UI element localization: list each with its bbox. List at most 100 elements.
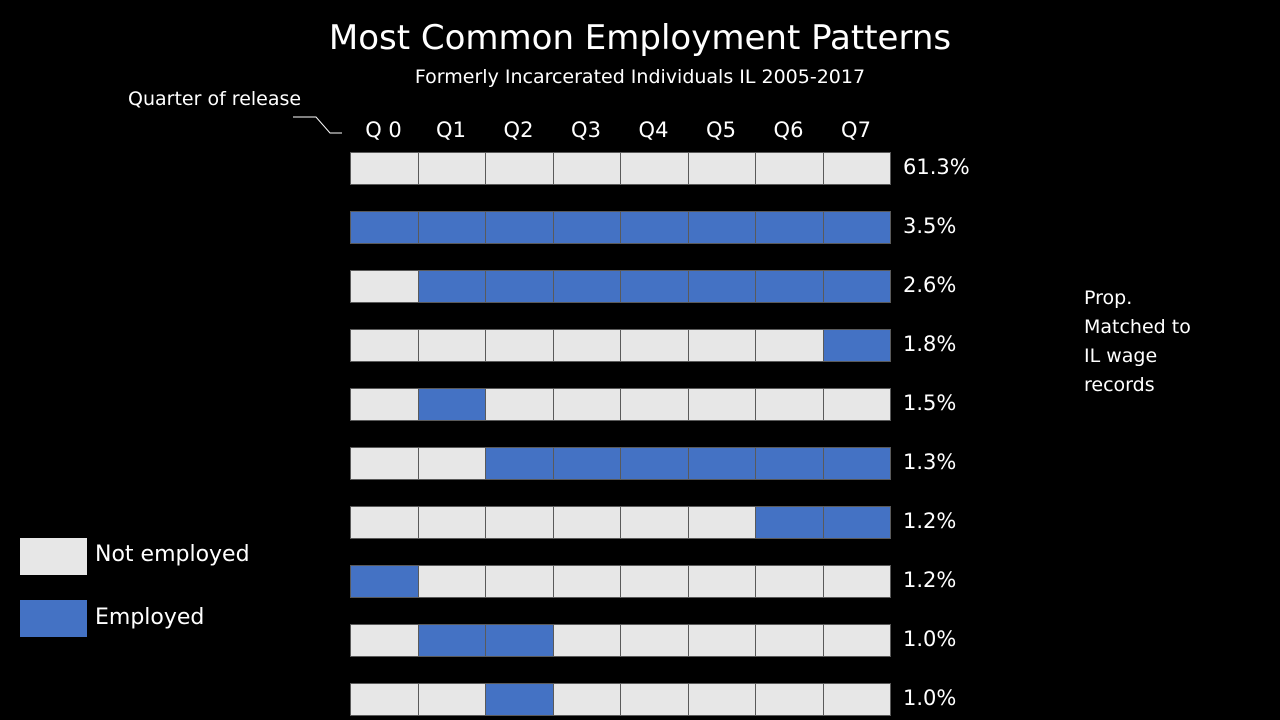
pattern-cell-employed	[755, 211, 824, 244]
pattern-cell-not-employed	[485, 388, 554, 421]
pattern-cell-employed	[822, 211, 891, 244]
pattern-cell-not-employed	[755, 152, 824, 185]
pattern-cell-employed	[755, 447, 824, 480]
pattern-cell-employed	[620, 270, 689, 303]
pattern-cell-not-employed	[417, 329, 486, 362]
legend-label-employed: Employed	[95, 605, 205, 630]
pattern-proportion-label: 3.5%	[903, 214, 957, 238]
pattern-cell-not-employed	[350, 683, 419, 716]
pattern-cell-employed	[755, 506, 824, 539]
pattern-cell-not-employed	[755, 329, 824, 362]
pattern-proportion-label: 2.6%	[903, 273, 957, 297]
pattern-cell-not-employed	[620, 624, 689, 657]
pattern-cell-employed	[417, 388, 486, 421]
chart-subtitle: Formerly Incarcerated Individuals IL 200…	[414, 66, 866, 88]
pattern-cell-not-employed	[687, 388, 756, 421]
quarter-header: Q5	[706, 118, 736, 142]
pattern-cell-not-employed	[822, 565, 891, 598]
pattern-cell-not-employed	[485, 506, 554, 539]
pattern-cell-employed	[485, 683, 554, 716]
pattern-cell-not-employed	[755, 624, 824, 657]
pattern-cell-not-employed	[417, 683, 486, 716]
pattern-cell-employed	[755, 270, 824, 303]
pattern-cell-employed	[552, 447, 621, 480]
pattern-cell-employed	[822, 329, 891, 362]
pattern-proportion-label: 1.3%	[903, 450, 957, 474]
pattern-cell-not-employed	[350, 447, 419, 480]
pattern-cell-not-employed	[350, 329, 419, 362]
quarter-header: Q1	[436, 118, 466, 142]
quarter-header: Q6	[773, 118, 804, 142]
chart-title: Most Common Employment Patterns	[328, 18, 952, 58]
pattern-cell-employed	[822, 270, 891, 303]
pattern-cell-employed	[552, 270, 621, 303]
pattern-proportion-label: 1.2%	[903, 568, 957, 592]
pattern-cell-not-employed	[552, 329, 621, 362]
pattern-cell-employed	[417, 211, 486, 244]
pattern-cell-not-employed	[687, 624, 756, 657]
pattern-cell-not-employed	[485, 329, 554, 362]
pattern-cell-employed	[687, 211, 756, 244]
quarter-header: Q2	[503, 118, 534, 142]
pattern-cell-employed	[417, 624, 486, 657]
pattern-proportion-label: 1.0%	[903, 686, 957, 710]
pattern-cell-not-employed	[552, 152, 621, 185]
pattern-cell-employed	[485, 270, 554, 303]
pattern-cell-not-employed	[620, 506, 689, 539]
pattern-proportion-label: 1.0%	[903, 627, 957, 651]
quarter-header: Q4	[638, 118, 669, 142]
pattern-cell-not-employed	[350, 152, 419, 185]
pattern-cell-not-employed	[417, 447, 486, 480]
legend-swatch-not-employed	[20, 538, 87, 575]
pattern-cell-not-employed	[485, 565, 554, 598]
pattern-cell-not-employed	[552, 624, 621, 657]
pattern-cell-not-employed	[350, 388, 419, 421]
pattern-cell-not-employed	[350, 506, 419, 539]
pattern-cell-not-employed	[620, 565, 689, 598]
pattern-cell-not-employed	[552, 388, 621, 421]
pattern-cell-not-employed	[755, 388, 824, 421]
quarter-of-release-label: Quarter of release	[128, 88, 302, 110]
pattern-cell-employed	[620, 211, 689, 244]
pattern-cell-employed	[350, 211, 419, 244]
pattern-cell-employed	[687, 447, 756, 480]
pattern-cell-not-employed	[417, 506, 486, 539]
legend-swatch-employed	[20, 600, 87, 637]
pattern-cell-not-employed	[687, 565, 756, 598]
pattern-cell-not-employed	[417, 152, 486, 185]
pattern-cell-not-employed	[620, 388, 689, 421]
pattern-cell-not-employed	[822, 388, 891, 421]
quarter-header: Q7	[841, 118, 871, 142]
pattern-cell-not-employed	[822, 683, 891, 716]
pattern-proportion-label: 1.2%	[903, 509, 957, 533]
pattern-cell-not-employed	[822, 152, 891, 185]
pattern-cell-employed	[485, 624, 554, 657]
proportion-note: Prop. Matched to IL wage records	[1084, 287, 1191, 396]
pattern-cell-employed	[822, 506, 891, 539]
pattern-cell-employed	[417, 270, 486, 303]
pattern-cell-employed	[687, 270, 756, 303]
pattern-cell-not-employed	[822, 624, 891, 657]
pattern-cell-not-employed	[620, 329, 689, 362]
pattern-proportion-label: 1.5%	[903, 391, 957, 415]
pattern-cell-not-employed	[485, 152, 554, 185]
pattern-cell-not-employed	[417, 565, 486, 598]
pattern-cell-not-employed	[687, 329, 756, 362]
pattern-cell-employed	[822, 447, 891, 480]
pattern-proportion-label: 1.8%	[903, 332, 957, 356]
quarter-header: Q3	[571, 118, 601, 142]
pattern-cell-not-employed	[687, 506, 756, 539]
pattern-cell-employed	[485, 447, 554, 480]
pattern-cell-not-employed	[755, 683, 824, 716]
pattern-cell-not-employed	[552, 683, 621, 716]
pattern-cell-not-employed	[620, 683, 689, 716]
pattern-proportion-label: 61.3%	[903, 155, 970, 179]
pattern-cell-employed	[620, 447, 689, 480]
pattern-cell-not-employed	[350, 270, 419, 303]
pattern-cell-not-employed	[687, 683, 756, 716]
legend-label-not-employed: Not employed	[95, 542, 250, 567]
pattern-cell-not-employed	[620, 152, 689, 185]
quarter-header: Q 0	[365, 118, 402, 142]
pattern-cell-not-employed	[552, 506, 621, 539]
